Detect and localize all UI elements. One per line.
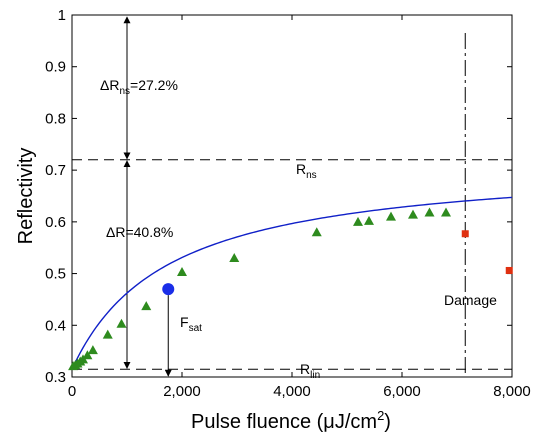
measured-point bbox=[177, 267, 187, 277]
y-tick-label: 0.9 bbox=[45, 59, 66, 76]
f-sat-label: Fsat bbox=[180, 314, 202, 334]
y-tick-label: 0.6 bbox=[45, 214, 66, 231]
measured-point bbox=[441, 207, 451, 217]
y-tick-label: 0.7 bbox=[45, 162, 66, 179]
y-tick-label: 1 bbox=[58, 7, 66, 24]
fit-curve bbox=[71, 196, 513, 370]
measured-point bbox=[353, 216, 363, 226]
r-ns-label: Rns bbox=[296, 161, 317, 181]
measured-point bbox=[141, 301, 152, 311]
x-tick-label: 2,000 bbox=[163, 383, 201, 400]
y-tick-label: 0.8 bbox=[45, 110, 66, 127]
x-axis-title: Pulse fluence (μJ/cm2) bbox=[191, 408, 391, 433]
measured-point bbox=[424, 207, 435, 217]
x-tick-label: 0 bbox=[68, 383, 76, 400]
x-tick-label: 4,000 bbox=[273, 383, 311, 400]
delta-r-label: ΔR=40.8% bbox=[106, 224, 173, 240]
measured-point bbox=[364, 215, 374, 225]
measured-point bbox=[102, 329, 113, 339]
measured-point bbox=[229, 253, 240, 263]
measured-point bbox=[386, 211, 396, 221]
measured-point bbox=[116, 318, 127, 328]
measured-point bbox=[82, 350, 93, 360]
measured-point bbox=[408, 209, 418, 219]
measured-point bbox=[311, 227, 322, 237]
y-tick-label: 0.5 bbox=[45, 266, 66, 283]
y-tick-label: 0.3 bbox=[45, 369, 66, 386]
data-marks bbox=[68, 16, 513, 377]
damage-point bbox=[505, 266, 513, 274]
damage-label: Damage bbox=[444, 292, 497, 308]
damage-point bbox=[461, 230, 469, 238]
delta-r-ns-label: ΔRns=27.2% bbox=[100, 77, 178, 97]
saturation-point bbox=[162, 283, 175, 296]
annotations: ΔRns=27.2% ΔR=40.8% Rns Rlin Fsat Damage… bbox=[15, 77, 497, 433]
x-tick-label: 6,000 bbox=[383, 383, 421, 400]
plot-frame bbox=[71, 14, 513, 378]
measured-point bbox=[87, 345, 98, 355]
plot-area bbox=[71, 14, 513, 378]
y-axis-title: Reflectivity bbox=[15, 148, 37, 245]
r-lin-label: Rlin bbox=[300, 361, 320, 381]
axes: 0 2,000 4,000 6,000 8,000 0.3 0.4 0.5 0.6 0.7 0.8 0… bbox=[45, 7, 531, 400]
y-tick-label: 0.4 bbox=[45, 317, 66, 334]
x-tick-label: 8,000 bbox=[493, 383, 531, 400]
